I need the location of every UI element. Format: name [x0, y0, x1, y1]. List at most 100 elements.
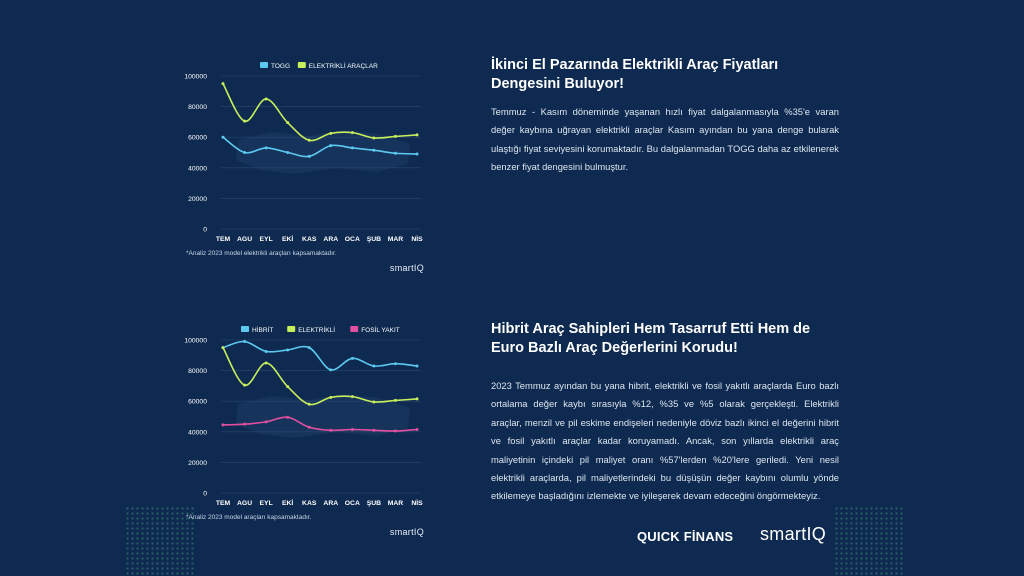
chart-hybrid-electric-fossil: HİBRİT ELEKTRİKLİ FOSİL YAKIT 100000 80000 60… [176, 316, 434, 556]
x-tick-label: EKİ [282, 235, 293, 243]
data-point [350, 428, 354, 432]
y-tick-label: 20000 [188, 460, 207, 467]
map-silhouette [236, 394, 410, 438]
series-line [222, 416, 418, 432]
data-point [243, 340, 247, 344]
legend-label: FOSİL YAKIT [361, 325, 400, 334]
data-point [372, 136, 376, 140]
y-tick-label: 60000 [188, 399, 207, 406]
decorative-dots-left [125, 506, 195, 576]
y-tick-label: 100000 [184, 338, 207, 345]
map-silhouette [236, 130, 410, 174]
x-tick-label: TEM [216, 236, 231, 243]
data-point [393, 151, 397, 155]
section-electric-prices: İkinci El Pazarında Elektrikli Araç Fiya… [491, 56, 839, 177]
x-tick-label: EKİ [282, 499, 293, 507]
data-point [264, 420, 268, 424]
legend-label: ELEKTRİKLİ ARAÇLAR [309, 61, 378, 70]
data-point [415, 397, 419, 401]
data-point [221, 82, 225, 86]
data-point [307, 154, 311, 158]
legend-label: ELEKTRİKLİ [298, 325, 335, 334]
legend-swatch [260, 62, 268, 68]
x-tick-label: OCA [345, 500, 360, 507]
data-point [264, 361, 268, 365]
quick-finans-logo: QUICK FİNANS [637, 529, 734, 544]
x-tick-label: TEM [216, 500, 231, 507]
data-point [350, 146, 354, 150]
data-point [329, 395, 333, 399]
y-tick-label: 0 [203, 227, 207, 234]
data-point [243, 151, 247, 154]
data-point [221, 346, 225, 350]
data-point [372, 428, 376, 432]
x-tick-label: ARA [323, 236, 338, 243]
series-line [222, 136, 418, 158]
data-point [286, 415, 290, 419]
data-point [415, 428, 419, 432]
x-tick-label: MAR [388, 500, 404, 507]
y-tick-label: 100000 [184, 74, 207, 81]
y-tick-label: 60000 [188, 135, 207, 142]
data-point [372, 364, 376, 368]
x-tick-label: NİS [411, 499, 423, 507]
section-title: İkinci El Pazarında Elektrikli Araç Fiya… [491, 57, 779, 92]
section-hybrid-savings: Hibrit Araç Sahipleri Hem Tasarruf Etti … [491, 320, 839, 506]
x-tick-label: KAS [302, 236, 317, 243]
data-point [286, 348, 290, 352]
legend-swatch [287, 326, 296, 332]
y-tick-label: 0 [203, 491, 207, 498]
legend-label: TOGG [271, 63, 290, 70]
data-point [329, 144, 333, 148]
data-point [307, 402, 311, 406]
chart-brand-logo: smartIQ [389, 527, 424, 537]
legend-swatch [297, 62, 306, 68]
series-line [222, 83, 418, 142]
series-line [222, 340, 418, 371]
data-point [307, 425, 311, 429]
data-point [243, 119, 247, 123]
data-point [350, 131, 354, 135]
data-point [415, 133, 419, 137]
section-body: 2023 Temmuz ayından bu yana hibrit, elek… [491, 380, 839, 502]
series-line [222, 347, 418, 406]
x-tick-label: OCA [345, 236, 360, 243]
chart-svg: TOGG ELEKTRİKLİ ARAÇLAR 100000 80000 60000 40… [184, 61, 423, 243]
y-tick-label: 40000 [188, 165, 207, 172]
chart-footnote: *Analiz 2023 model elektrikli araçları k… [186, 250, 337, 257]
data-point [286, 121, 290, 125]
x-tick-label: KAS [302, 500, 317, 507]
decorative-dots-right [834, 506, 904, 576]
data-point [307, 346, 311, 350]
data-point [372, 148, 376, 152]
data-point [393, 134, 397, 138]
x-tick-label: MAR [388, 236, 404, 243]
y-tick-label: 80000 [188, 104, 207, 111]
data-point [393, 429, 397, 433]
data-point [264, 97, 268, 101]
data-point [350, 356, 354, 360]
section-title: Hibrit Araç Sahipleri Hem Tasarruf Etti … [491, 321, 811, 356]
data-point [221, 423, 225, 427]
x-tick-label: ARA [323, 500, 338, 507]
y-tick-label: 40000 [188, 429, 207, 436]
chart-brand-logo: smartIQ [389, 263, 424, 273]
data-point [372, 400, 376, 404]
data-point [243, 422, 247, 426]
data-point [221, 135, 225, 139]
chart-electric-vs-togg: TOGG ELEKTRİKLİ ARAÇLAR 100000 80000 60000 40… [176, 52, 434, 292]
data-point [393, 398, 397, 402]
data-point [393, 362, 397, 366]
data-point [307, 138, 311, 142]
data-point [329, 131, 333, 135]
data-point [286, 151, 290, 154]
y-tick-label: 20000 [188, 196, 207, 203]
data-point [264, 146, 268, 150]
legend-swatch [350, 326, 359, 332]
x-tick-label: AGU [237, 500, 252, 507]
data-point [243, 383, 247, 387]
data-point [264, 349, 268, 353]
legend-label: HİBRİT [252, 325, 273, 334]
data-point [350, 395, 354, 399]
x-tick-label: AGU [237, 236, 252, 243]
